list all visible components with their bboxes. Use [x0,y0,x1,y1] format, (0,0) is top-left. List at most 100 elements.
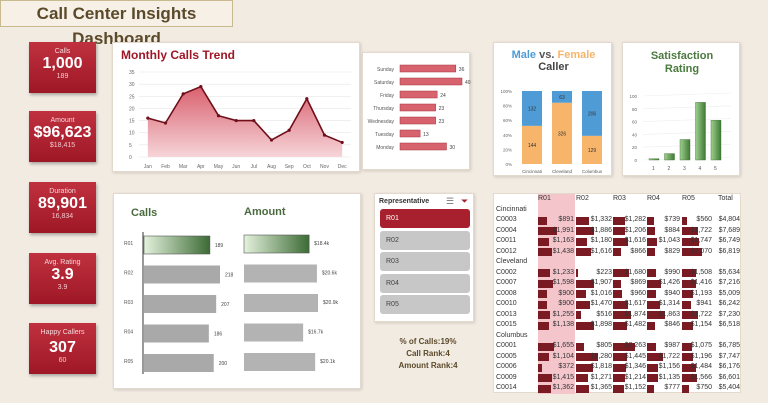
amount-cell: $223 [596,268,612,276]
total-cell: $7,216 [718,279,740,286]
satisfaction-chart: 0 20 40 60 80 100 1 2 3 4 5 [629,92,732,172]
kpi-duration: Duration 89,901 16,834 [29,182,96,233]
data-bar [613,248,622,256]
amount-cell: $1,193 [690,289,712,297]
amount-cell: $1,722 [658,352,680,360]
male-bar-cleveland [552,91,572,103]
amount-cell: $866 [630,247,646,255]
weekday-value: 24 [440,93,446,99]
amount-cell: $1,874 [624,310,646,318]
slicer-item-r05[interactable]: R05 [380,295,470,314]
y-tick-label: 80% [503,104,512,109]
amount-cell: $829 [664,247,680,255]
data-bar [682,384,690,393]
amount-cell: $1,365 [590,384,612,391]
data-bar [538,237,550,246]
amount-cell: $1,196 [690,352,712,360]
data-bar [576,300,591,309]
weekday-label: Monday [376,145,394,151]
table-row: C0010 $900 $1,470 $1,617 $1,314 $941 $6,242 [494,299,742,310]
kpi-calls: Calls 1,000 189 [29,42,96,93]
table-row: C0003 $891 $1,332 $1,282 $739 $560 $4,804 [494,215,742,226]
amount-bar-r03 [244,294,318,312]
table-row: C0004 $1,991 $1,886 $1,206 $884 $1,722 $7,689 [494,226,742,237]
weekday-label: Tuesday [375,132,394,138]
data-bar [613,216,626,225]
amount-cell: $1,863 [658,310,680,318]
amount-cell: $1,138 [552,321,574,328]
amount-cell: $1,470 [590,300,612,307]
kpi-value: 89,901 [38,195,87,212]
x-tick-label: Nov [320,164,329,170]
male-value: 132 [528,106,537,112]
kpi-label: Avg. Rating [44,259,81,266]
weekday-value: 36 [459,67,465,73]
data-point-dec [340,140,344,145]
data-bar [682,248,702,256]
female-bar-cleveland [552,102,572,164]
customer-id: C0008 [496,289,517,297]
amount-cell: $2,280 [590,352,612,360]
amount-cell: $1,886 [590,226,612,234]
amount-value: $18.4k [314,241,330,247]
data-bar [538,290,547,298]
data-point-nov [322,133,327,137]
amount-bar-r05 [244,353,316,371]
data-bar [682,321,694,330]
gender-panel: Male vs. Female Caller 0% 20% 40% 60% 80% 100%… [493,42,612,176]
customer-id: C0015 [496,321,517,328]
calls-bar-r05 [144,354,214,372]
amount-cell: $1,907 [590,279,612,286]
amount-cell: $1,180 [590,237,612,244]
data-bar [613,311,631,319]
amount-title: Amount [244,206,286,218]
monthly-trend-chart: 0 5 10 15 20 25 30 35 Jan Feb Mar Apr May Jun Jul Aug Se… [129,70,351,170]
total-cell: $5,404 [718,384,740,391]
multi-select-icon[interactable]: ☰ [446,196,455,206]
x-tick-label: Sep [285,164,294,170]
clear-filter-icon[interactable]: ⏷ [461,196,469,206]
weekday-value: 40 [465,80,471,86]
area-fill [147,86,343,157]
amount-cell: $941 [696,300,712,307]
slicer-item-r03[interactable]: R03 [380,252,470,271]
y-tick-label: 35 [129,70,135,76]
data-bar [647,279,661,288]
data-bar [682,353,694,361]
customer-id: C0007 [496,279,517,286]
percent-of-calls: % of Calls:19% [399,337,457,346]
y-tick-label: 100 [629,94,637,99]
total-cell: $5,634 [718,268,740,276]
data-bar [647,384,655,393]
amount-bar-r04 [244,323,304,342]
data-bar [576,248,592,256]
x-tick-label: Apr [197,164,205,170]
amount-cell: $1,680 [624,268,646,276]
gender-chart: 0% 20% 40% 60% 80% 100% 132 144 Cincinnati 63 326 C… [500,89,602,174]
satisfaction-panel: Satisfaction Rating 0 20 40 60 80 100 1 2 3 4 5 [622,42,740,176]
slicer-item-r04[interactable]: R04 [380,273,470,293]
column-header: R04 [647,195,660,202]
amount-cell: $960 [630,289,646,297]
amount-cell: $1,163 [552,237,574,244]
data-point-aug [269,138,274,142]
y-tick-label: 40% [503,133,512,138]
slicer-item-r01[interactable]: R01 [380,209,470,228]
x-tick-label: Oct [303,164,311,170]
amount-cell: $1,566 [690,373,712,381]
kpi-sub: 3.9 [57,284,68,291]
amount-cell: $1,416 [690,279,712,286]
data-bar [647,227,656,235]
slicer-item-r02[interactable]: R02 [380,230,470,250]
calls-bar-r03 [144,295,217,313]
data-bar [647,237,657,246]
customer-id: C0010 [496,300,517,307]
female-value: 326 [558,131,567,137]
male-bar-columbus [582,91,602,136]
satisfaction-title: Satisfaction Rating [623,50,741,76]
data-bar [682,311,699,319]
amount-value: $20.1k [320,359,336,365]
amount-cell: $1,282 [624,216,646,223]
amount-cell: $1,616 [624,237,646,244]
data-bar [647,216,655,225]
